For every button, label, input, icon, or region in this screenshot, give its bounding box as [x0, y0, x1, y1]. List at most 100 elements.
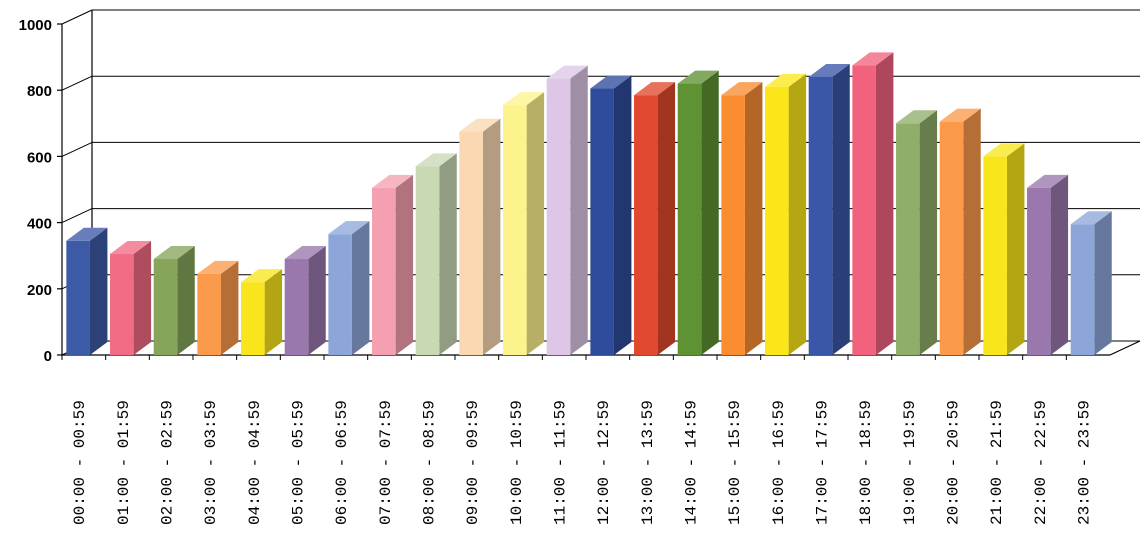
- bar-top: [590, 75, 632, 89]
- bar-top: [765, 73, 807, 87]
- bar: [66, 227, 108, 355]
- x-tick-label: 19:00 - 19:59: [901, 400, 919, 525]
- x-tick-label: 15:00 - 15:59: [726, 400, 744, 525]
- bar-front: [459, 131, 483, 355]
- bar-top: [1027, 174, 1069, 188]
- bar: [284, 246, 326, 355]
- x-tick-label: 17:00 - 17:59: [813, 400, 831, 525]
- bar-front: [110, 254, 134, 355]
- bars: [66, 52, 1112, 356]
- bar-front: [197, 273, 221, 355]
- bar-top: [372, 174, 414, 188]
- bar-top: [284, 246, 326, 260]
- bar-side: [963, 108, 981, 356]
- bar-top: [241, 269, 283, 283]
- x-tick-label: 16:00 - 16:59: [770, 400, 788, 525]
- bar-top: [808, 63, 850, 77]
- bar: [110, 241, 152, 355]
- bar-front: [677, 83, 702, 355]
- bar: [372, 174, 414, 355]
- bar: [1070, 211, 1112, 355]
- bar: [983, 143, 1025, 355]
- bar-side: [701, 70, 719, 355]
- bar-front: [721, 95, 745, 355]
- x-tick-label: 00:00 - 00:59: [71, 400, 89, 525]
- bar: [197, 260, 239, 355]
- bar-side: [657, 82, 676, 355]
- x-tick-label: 08:00 - 08:59: [420, 400, 438, 525]
- bar: [896, 110, 938, 355]
- bar-side: [482, 118, 501, 355]
- x-tick-label: 04:00 - 04:59: [246, 400, 264, 525]
- x-tick-label: 09:00 - 09:59: [464, 400, 482, 525]
- bar-side: [1006, 143, 1025, 355]
- gridline-depth: [61, 141, 93, 157]
- bar-side: [1050, 174, 1069, 355]
- bar-top: [66, 227, 108, 241]
- floor-right-edge: [1109, 340, 1141, 356]
- bar-front: [284, 259, 309, 355]
- bar-side: [570, 65, 588, 356]
- bar-top: [328, 221, 370, 235]
- y-axis-ticks: 0 200 400 600 800 1000: [19, 17, 52, 365]
- bar-side: [308, 246, 326, 355]
- bar-top: [677, 70, 719, 84]
- bar: [241, 269, 283, 355]
- bar-front: [372, 187, 396, 355]
- gridline-depth: [61, 208, 93, 224]
- bar-side: [919, 110, 938, 355]
- bar-top: [852, 52, 894, 66]
- bar-top: [197, 260, 239, 274]
- bar: [459, 118, 501, 355]
- bar-side: [220, 260, 239, 355]
- y-tick-label: 800: [27, 83, 52, 100]
- x-tick-label: 21:00 - 21:59: [988, 400, 1006, 525]
- bar: [503, 92, 545, 355]
- x-tick-label: 06:00 - 06:59: [333, 400, 351, 525]
- bar-front: [546, 78, 571, 356]
- bar-front: [939, 121, 964, 356]
- bar: [634, 82, 676, 355]
- bar-top: [110, 241, 152, 255]
- x-tick-label: 23:00 - 23:59: [1075, 400, 1093, 525]
- bar: [939, 108, 981, 356]
- bar-side: [1094, 211, 1112, 355]
- bar-front: [241, 282, 265, 355]
- bar-side: [788, 73, 807, 355]
- bar-top: [546, 65, 588, 79]
- x-tick-label: 01:00 - 01:59: [115, 400, 133, 525]
- y-tick-label: 1000: [19, 17, 52, 34]
- bar-front: [1027, 187, 1051, 355]
- bar-top: [415, 153, 457, 167]
- x-tick-label: 05:00 - 05:59: [289, 400, 307, 525]
- gridline-depth: [61, 9, 93, 25]
- y-tick-label: 400: [27, 216, 52, 233]
- bar-side: [264, 269, 283, 355]
- bar-front: [503, 105, 527, 355]
- x-tick-label: 03:00 - 03:59: [202, 400, 220, 525]
- x-tick-label: 18:00 - 18:59: [857, 400, 875, 525]
- bar-front: [765, 86, 789, 355]
- bar: [852, 52, 894, 355]
- bar-side: [133, 241, 152, 355]
- x-tick-label: 14:00 - 14:59: [682, 400, 700, 525]
- bar: [721, 82, 763, 355]
- bar-top: [153, 246, 195, 260]
- y-tick-label: 0: [44, 348, 52, 365]
- x-tick-label: 10:00 - 10:59: [508, 400, 526, 525]
- bar-side: [526, 92, 545, 355]
- x-tick-label: 07:00 - 07:59: [377, 400, 395, 525]
- bar-top: [896, 110, 938, 124]
- bar-side: [439, 153, 457, 355]
- bar-front: [328, 234, 352, 355]
- bar-front: [983, 156, 1007, 355]
- x-tick-label: 12:00 - 12:59: [595, 400, 613, 525]
- bar-top: [939, 108, 981, 122]
- bar-top: [503, 92, 545, 106]
- x-axis-ticks: 00:00 - 00:59 01:00 - 01:59 02:00 - 02:59 0…: [61, 355, 1093, 525]
- bar: [415, 153, 457, 355]
- bar: [546, 65, 588, 356]
- bar-front: [153, 259, 178, 355]
- bar-side: [89, 227, 108, 355]
